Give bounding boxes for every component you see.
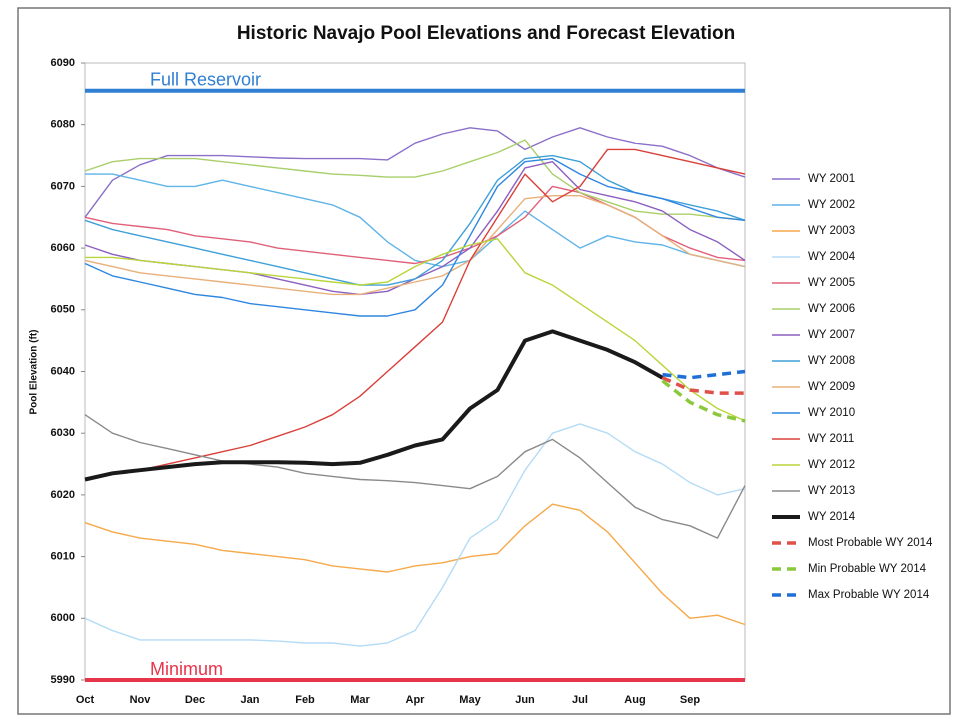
y-axis-label: Pool Elevation (ft) [29,330,40,415]
y-tick-label: 6090 [51,57,75,69]
legend-label: WY 2005 [808,277,855,289]
series-line [84,195,746,296]
legend-label: WY 2014 [808,511,856,523]
series-line [661,379,746,423]
x-tick-label: Oct [76,694,95,706]
reference-label: Full Reservoir [150,70,261,90]
reference-label: Minimum [150,659,223,679]
x-tick-label: Jun [515,694,535,706]
legend-label: WY 2003 [808,225,855,237]
y-tick-label: 6050 [51,304,75,316]
y-tick-label: 6080 [51,119,75,131]
series-line [85,238,746,422]
series-line [84,139,746,221]
series-line [84,127,746,218]
x-tick-label: Nov [130,694,152,706]
legend-label: WY 2006 [808,303,855,315]
legend-label: WY 2010 [808,407,855,419]
y-tick-label: 6030 [51,427,75,439]
y-tick-label: 6060 [51,242,75,254]
legend-label: WY 2004 [808,251,856,263]
y-tick-label: 6000 [51,612,75,624]
series-line [84,329,664,482]
x-tick-label: Dec [185,694,205,706]
series-line [85,173,746,268]
legend-label: WY 2001 [808,173,855,185]
chart-title: Historic Navajo Pool Elevations and Fore… [237,23,735,44]
series-line [84,503,746,626]
legend-label: Most Probable WY 2014 [808,537,933,549]
legend-label: WY 2008 [808,355,855,367]
x-tick-label: Jul [572,694,588,706]
y-tick-label: 5990 [51,674,75,686]
legend-label: Min Probable WY 2014 [808,563,927,575]
series-line [84,148,746,481]
legend-label: WY 2011 [808,433,854,445]
y-tick-label: 6070 [51,180,75,192]
series-line [84,414,746,539]
x-tick-label: May [459,694,481,706]
series-line [661,376,745,395]
legend-label: WY 2007 [808,329,855,341]
y-tick-label: 6020 [51,489,75,501]
x-tick-label: Sep [680,694,700,706]
x-tick-label: Mar [350,694,370,706]
legend-label: WY 2012 [808,459,855,471]
legend-label: Max Probable WY 2014 [808,589,930,601]
y-tick-label: 6010 [51,551,75,563]
series-line [84,157,746,317]
series-line [84,423,746,647]
x-tick-label: Feb [295,694,315,706]
x-tick-label: Aug [624,694,645,706]
legend-label: WY 2009 [808,381,855,393]
legend-label: WY 2013 [808,485,855,497]
x-tick-label: Apr [406,694,426,706]
y-tick-label: 6040 [51,365,75,377]
legend-label: WY 2002 [808,199,855,211]
x-tick-label: Jan [241,694,260,706]
